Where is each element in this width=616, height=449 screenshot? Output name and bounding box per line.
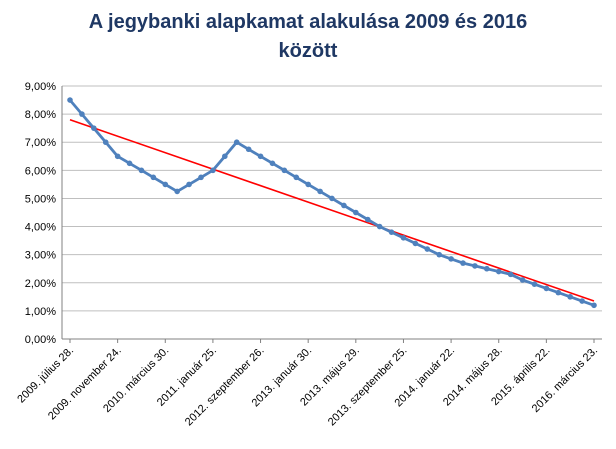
data-point — [424, 246, 431, 252]
y-tick-label: 6,00% — [25, 165, 56, 177]
data-point — [495, 268, 502, 275]
data-point — [364, 216, 371, 223]
chart-title-line2: között — [278, 40, 338, 62]
data-point — [126, 160, 133, 167]
data-point — [102, 139, 109, 146]
data-point — [436, 251, 442, 258]
data-point — [305, 181, 311, 188]
data-point — [543, 285, 550, 292]
x-tick-label: 2012. szeptember 26. — [183, 345, 267, 429]
data-point — [531, 281, 538, 287]
trendline-layer — [69, 118, 595, 302]
data-point — [162, 181, 169, 188]
y-tick-label: 3,00% — [25, 250, 56, 262]
data-point — [376, 223, 383, 230]
data-point — [79, 111, 85, 117]
y-tick-label: 0,00% — [25, 334, 56, 346]
data-point — [460, 260, 466, 266]
data-point — [591, 302, 597, 309]
data-point — [317, 188, 323, 195]
trendline — [69, 118, 595, 302]
data-point — [293, 174, 300, 181]
x-axis-tick-labels: 2009. július 28.2009. november 24.2010. … — [15, 345, 600, 429]
data-point — [353, 209, 359, 216]
data-point — [67, 97, 73, 103]
data-point — [579, 298, 585, 304]
chart-title: A jegybanki alapkamat alakulása 2009 és … — [0, 8, 616, 66]
y-tick-label: 7,00% — [25, 137, 56, 149]
data-point — [448, 256, 454, 262]
chart-title-line1: A jegybanki alapkamat alakulása 2009 és … — [88, 11, 528, 33]
data-point — [269, 160, 276, 167]
data-point — [210, 167, 216, 174]
data-point — [472, 263, 478, 269]
data-point — [222, 153, 228, 160]
data-point — [281, 167, 288, 174]
data-point — [519, 277, 526, 283]
data-point — [341, 202, 347, 209]
data-point — [91, 125, 97, 131]
data-point — [555, 289, 562, 296]
data-point — [484, 265, 490, 272]
y-tick-label: 4,00% — [25, 222, 56, 234]
y-axis-tick-labels: 0,00% 1,00% 2,00% 3,00% 4,00% 5,00% 6,00% 7,00%… — [25, 81, 56, 346]
data-point — [567, 294, 573, 300]
x-tick-label: 2013. szeptember 25. — [326, 345, 410, 429]
y-tick-label: 5,00% — [25, 193, 56, 205]
data-point — [233, 139, 240, 146]
data-point — [138, 167, 145, 174]
data-point — [186, 181, 192, 188]
data-point — [114, 153, 121, 160]
y-tick-label: 1,00% — [25, 306, 56, 318]
data-point — [507, 271, 514, 278]
gridlines — [62, 85, 602, 340]
axes — [61, 86, 602, 343]
y-tick-label: 2,00% — [25, 278, 56, 290]
data-point — [412, 240, 419, 247]
data-point — [257, 153, 264, 160]
data-point — [400, 235, 407, 241]
data-point — [150, 174, 157, 181]
data-point — [174, 188, 180, 195]
data-point — [245, 146, 252, 153]
data-point — [388, 229, 395, 235]
series-layer — [67, 97, 597, 309]
y-tick-label: 8,00% — [25, 109, 56, 121]
y-tick-label: 9,00% — [25, 81, 56, 93]
data-point — [198, 174, 204, 181]
data-point — [329, 195, 335, 202]
